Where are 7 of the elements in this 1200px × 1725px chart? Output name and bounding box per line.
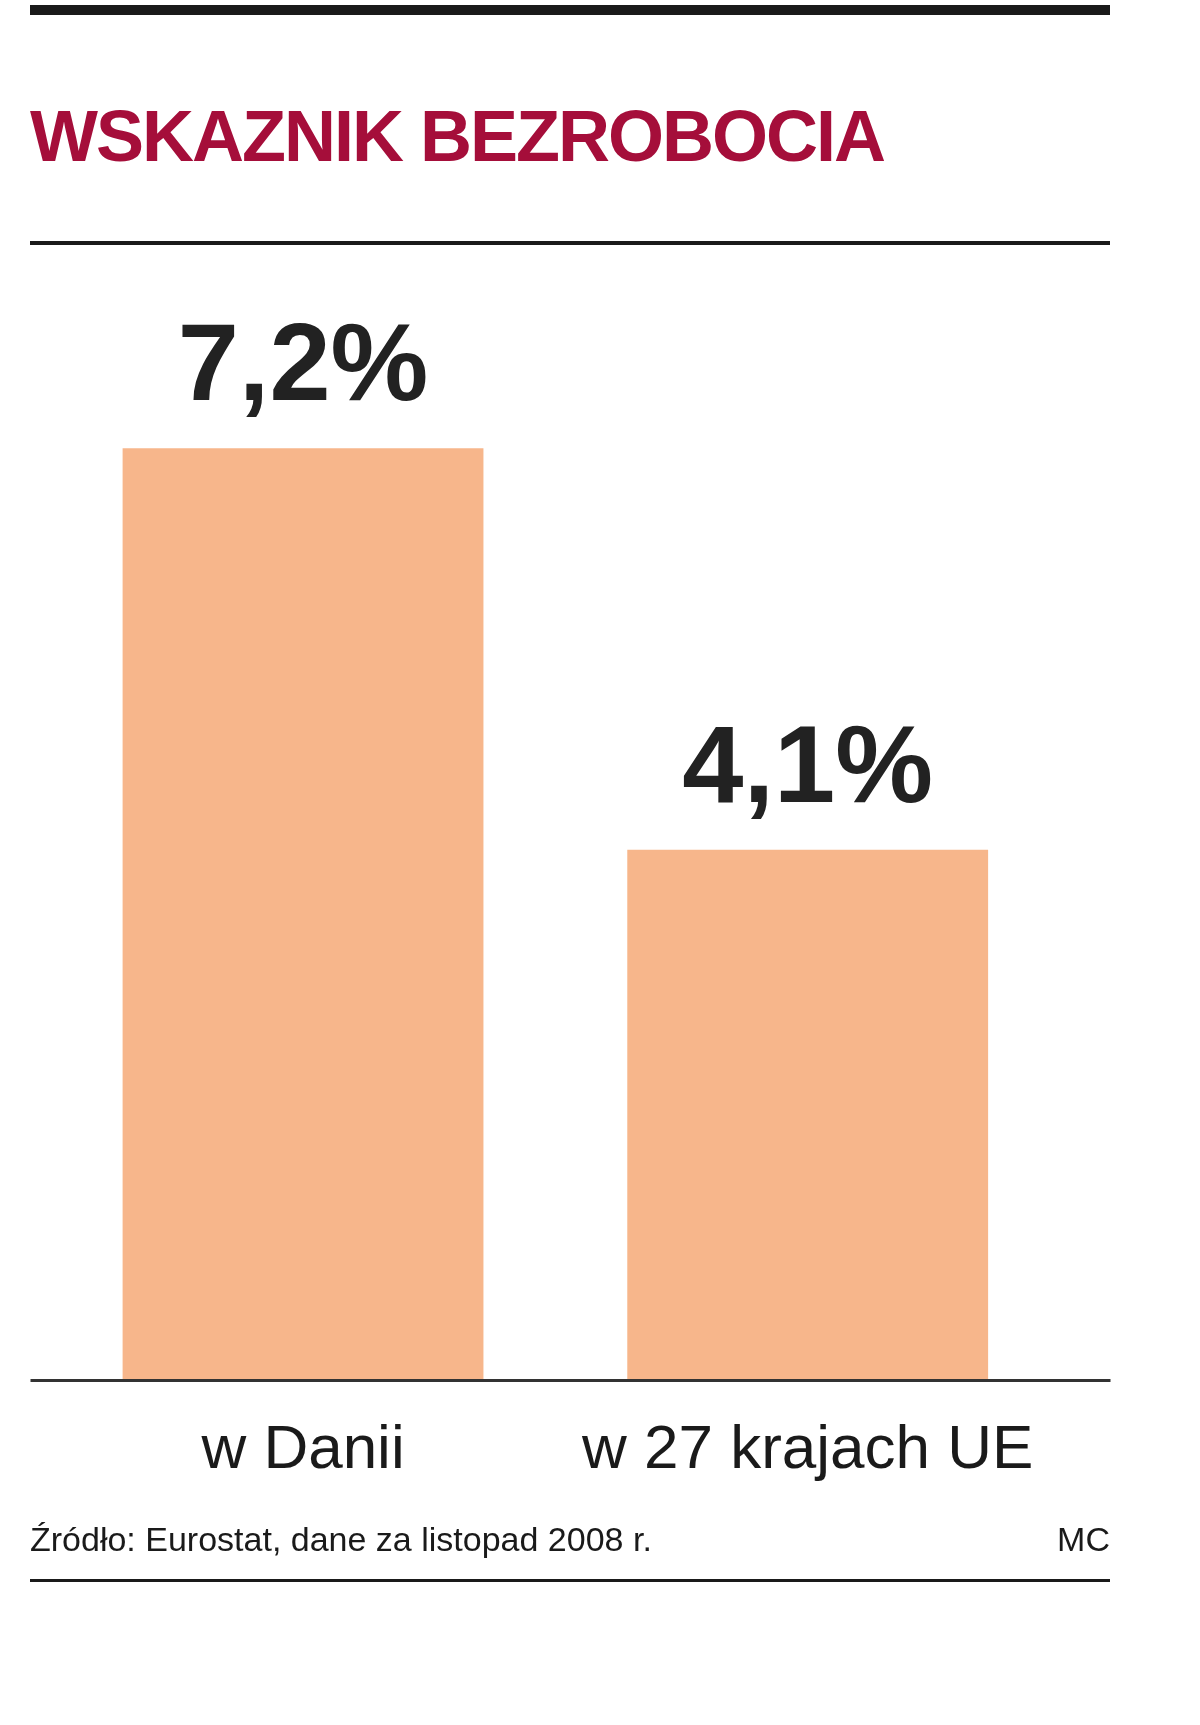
data-label: 7,2% — [177, 300, 429, 424]
chart-title: WSKAZNIK BEZROBOCIA — [30, 95, 884, 178]
data-label: 4,1% — [682, 701, 934, 825]
x-tick-label: w Danii — [200, 1411, 405, 1481]
x-tick-label: w 27 krajach UE — [580, 1411, 1034, 1481]
text: MC — [1057, 1519, 1110, 1560]
text: Źródło: Eurostat, dane za listopad 2008 r. — [30, 1519, 652, 1560]
